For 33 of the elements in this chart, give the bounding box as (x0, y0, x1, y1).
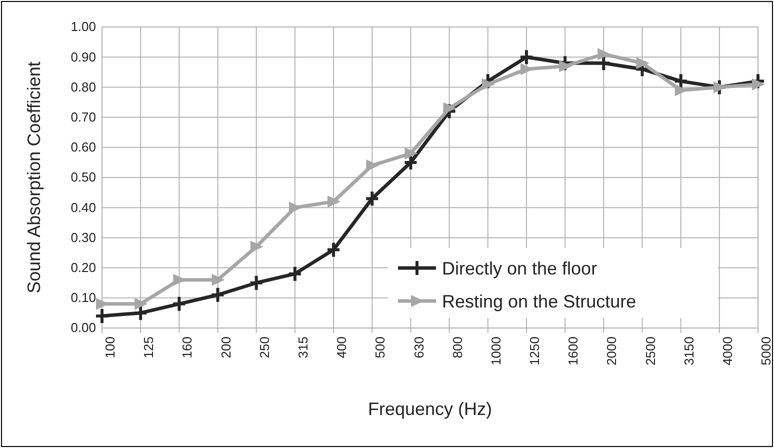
x-tick-label: 2500 (642, 336, 658, 366)
x-tick-label: 1000 (488, 336, 504, 366)
y-axis-title: Sound Absorption Coefficient (24, 62, 44, 294)
x-tick-label: 100 (102, 336, 118, 358)
x-tick-label: 315 (295, 336, 310, 358)
x-tick-label: 1250 (527, 336, 542, 366)
y-tick-label: 0.20 (70, 260, 96, 275)
x-tick-label: 630 (411, 336, 426, 358)
x-tick-label: 200 (218, 336, 234, 358)
x-tick-label: 400 (334, 336, 350, 358)
x-tick-label: 4000 (720, 336, 735, 366)
y-tick-label: 1.00 (70, 19, 96, 34)
x-tick-label: 1600 (566, 336, 581, 366)
y-tick-label: 0.40 (70, 200, 96, 215)
x-tick-label: 800 (450, 336, 465, 358)
y-tick-label: 0.10 (70, 290, 96, 306)
x-tick-label: 160 (180, 336, 195, 358)
x-tick-label: 2000 (604, 336, 620, 366)
y-tick-label: 0.00 (70, 320, 96, 336)
y-tick-label: 0.90 (70, 49, 96, 64)
legend-label: Resting on the Structure (442, 291, 636, 312)
x-axis-title: Frequency (Hz) (368, 399, 492, 419)
y-tick-label: 0.80 (70, 79, 96, 94)
y-tick-label: 0.30 (70, 230, 96, 245)
x-tick-label: 250 (256, 336, 272, 358)
y-tick-label: 0.50 (70, 170, 96, 185)
x-tick-label: 3150 (681, 336, 696, 366)
x-tick-label: 500 (372, 336, 388, 358)
y-tick-label: 0.60 (70, 140, 96, 155)
x-tick-label: 125 (141, 336, 156, 358)
y-tick-label: 0.70 (70, 109, 96, 124)
x-tick-label: 5000 (758, 336, 774, 366)
legend-label: Directly on the floor (442, 258, 598, 278)
